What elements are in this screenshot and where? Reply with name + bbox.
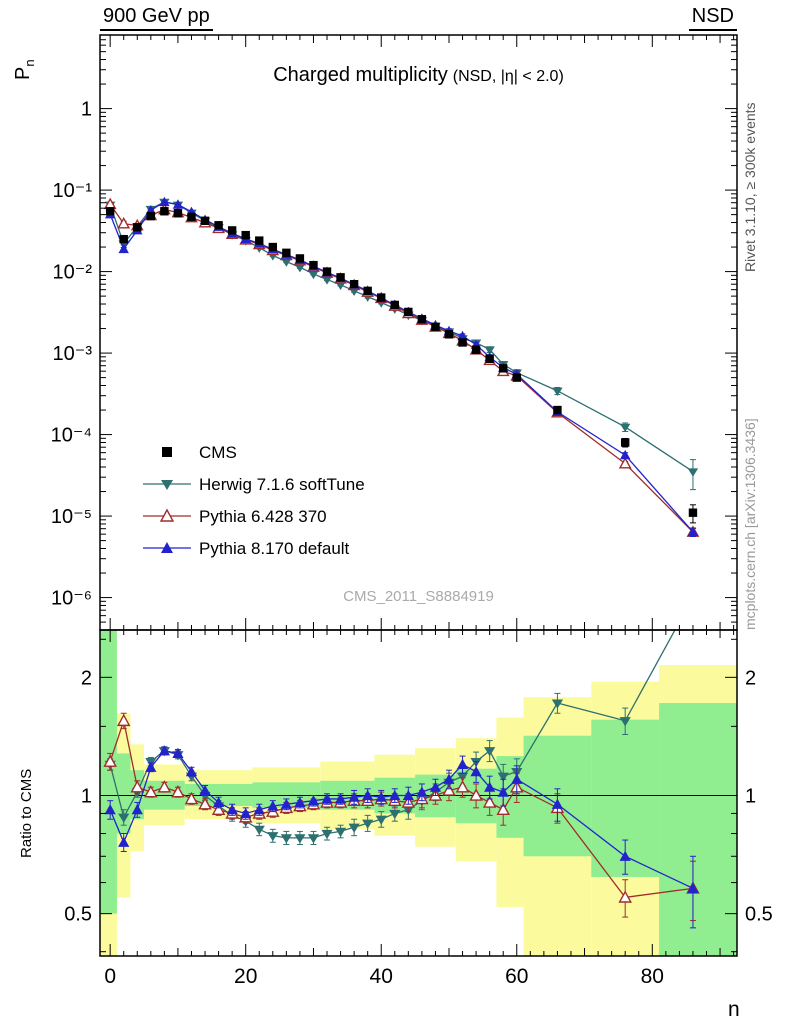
- main-y-axis-label-subscript: n: [22, 59, 37, 67]
- svg-text:20: 20: [234, 965, 257, 988]
- header-beam-energy: 900 GeV pp: [100, 5, 213, 31]
- svg-text:80: 80: [641, 965, 664, 988]
- svg-text:10⁻⁶: 10⁻⁶: [51, 588, 92, 610]
- header-event-class: NSD: [688, 5, 737, 31]
- svg-text:1: 1: [745, 785, 756, 807]
- legend-label-cms: CMS: [199, 443, 237, 462]
- ratio-panel-series: [103, 630, 700, 929]
- main-y-axis-label: Pn: [12, 59, 37, 80]
- svg-text:10⁻¹: 10⁻¹: [53, 180, 93, 202]
- axis-ticks: [100, 35, 737, 956]
- svg-text:0.5: 0.5: [64, 904, 92, 926]
- chart-title-cuts: (NSD, |η| < 2.0): [452, 68, 564, 85]
- chart-title: Charged multiplicity (NSD, |η| < 2.0): [100, 64, 737, 87]
- svg-text:10⁻⁵: 10⁻⁵: [51, 506, 92, 528]
- svg-text:0: 0: [104, 965, 116, 988]
- rivet-version-note: Rivet 3.1.10, ≥ 300k events: [742, 102, 758, 272]
- main-series-cms: [105, 207, 698, 524]
- main-panel-series: [103, 196, 700, 538]
- svg-text:1: 1: [81, 785, 92, 807]
- analysis-id-watermark: CMS_2011_S8884919: [343, 588, 494, 605]
- ratio-series-pythia8: [104, 745, 699, 929]
- x-axis-label: n: [728, 998, 740, 1021]
- svg-text:10⁻³: 10⁻³: [53, 343, 93, 365]
- svg-text:10⁻²: 10⁻²: [53, 262, 93, 284]
- ratio-panel-frame: [99, 629, 738, 957]
- legend-label-pythia6: Pythia 6.428 370: [199, 507, 327, 526]
- tick-labels: 1 10⁻¹ 10⁻² 10⁻³ 10⁻⁴ 10⁻⁵ 10⁻⁶ 2 2 1 1 0.5 0.5 0 20 40…: [51, 99, 773, 988]
- svg-text:10⁻⁴: 10⁻⁴: [51, 425, 92, 447]
- mcplots-reference-note: mcplots.cern.ch [arXiv:1306.3436]: [742, 418, 758, 630]
- svg-text:2: 2: [745, 667, 756, 689]
- svg-text:0.5: 0.5: [745, 904, 773, 926]
- chart-title-main: Charged multiplicity: [273, 64, 448, 86]
- main-y-axis-label-symbol: P: [12, 66, 34, 80]
- svg-text:2: 2: [81, 667, 92, 689]
- svg-text:60: 60: [505, 965, 528, 988]
- legend-label-herwig: Herwig 7.1.6 softTune: [199, 475, 365, 494]
- legend-label-pythia8: Pythia 8.170 default: [199, 539, 350, 558]
- ratio-y-axis-label: Ratio to CMS: [18, 768, 35, 858]
- legend: CMS Herwig 7.1.6 softTune Pythia 6.428 370…: [143, 443, 365, 558]
- svg-text:40: 40: [370, 965, 393, 988]
- svg-text:1: 1: [81, 99, 92, 121]
